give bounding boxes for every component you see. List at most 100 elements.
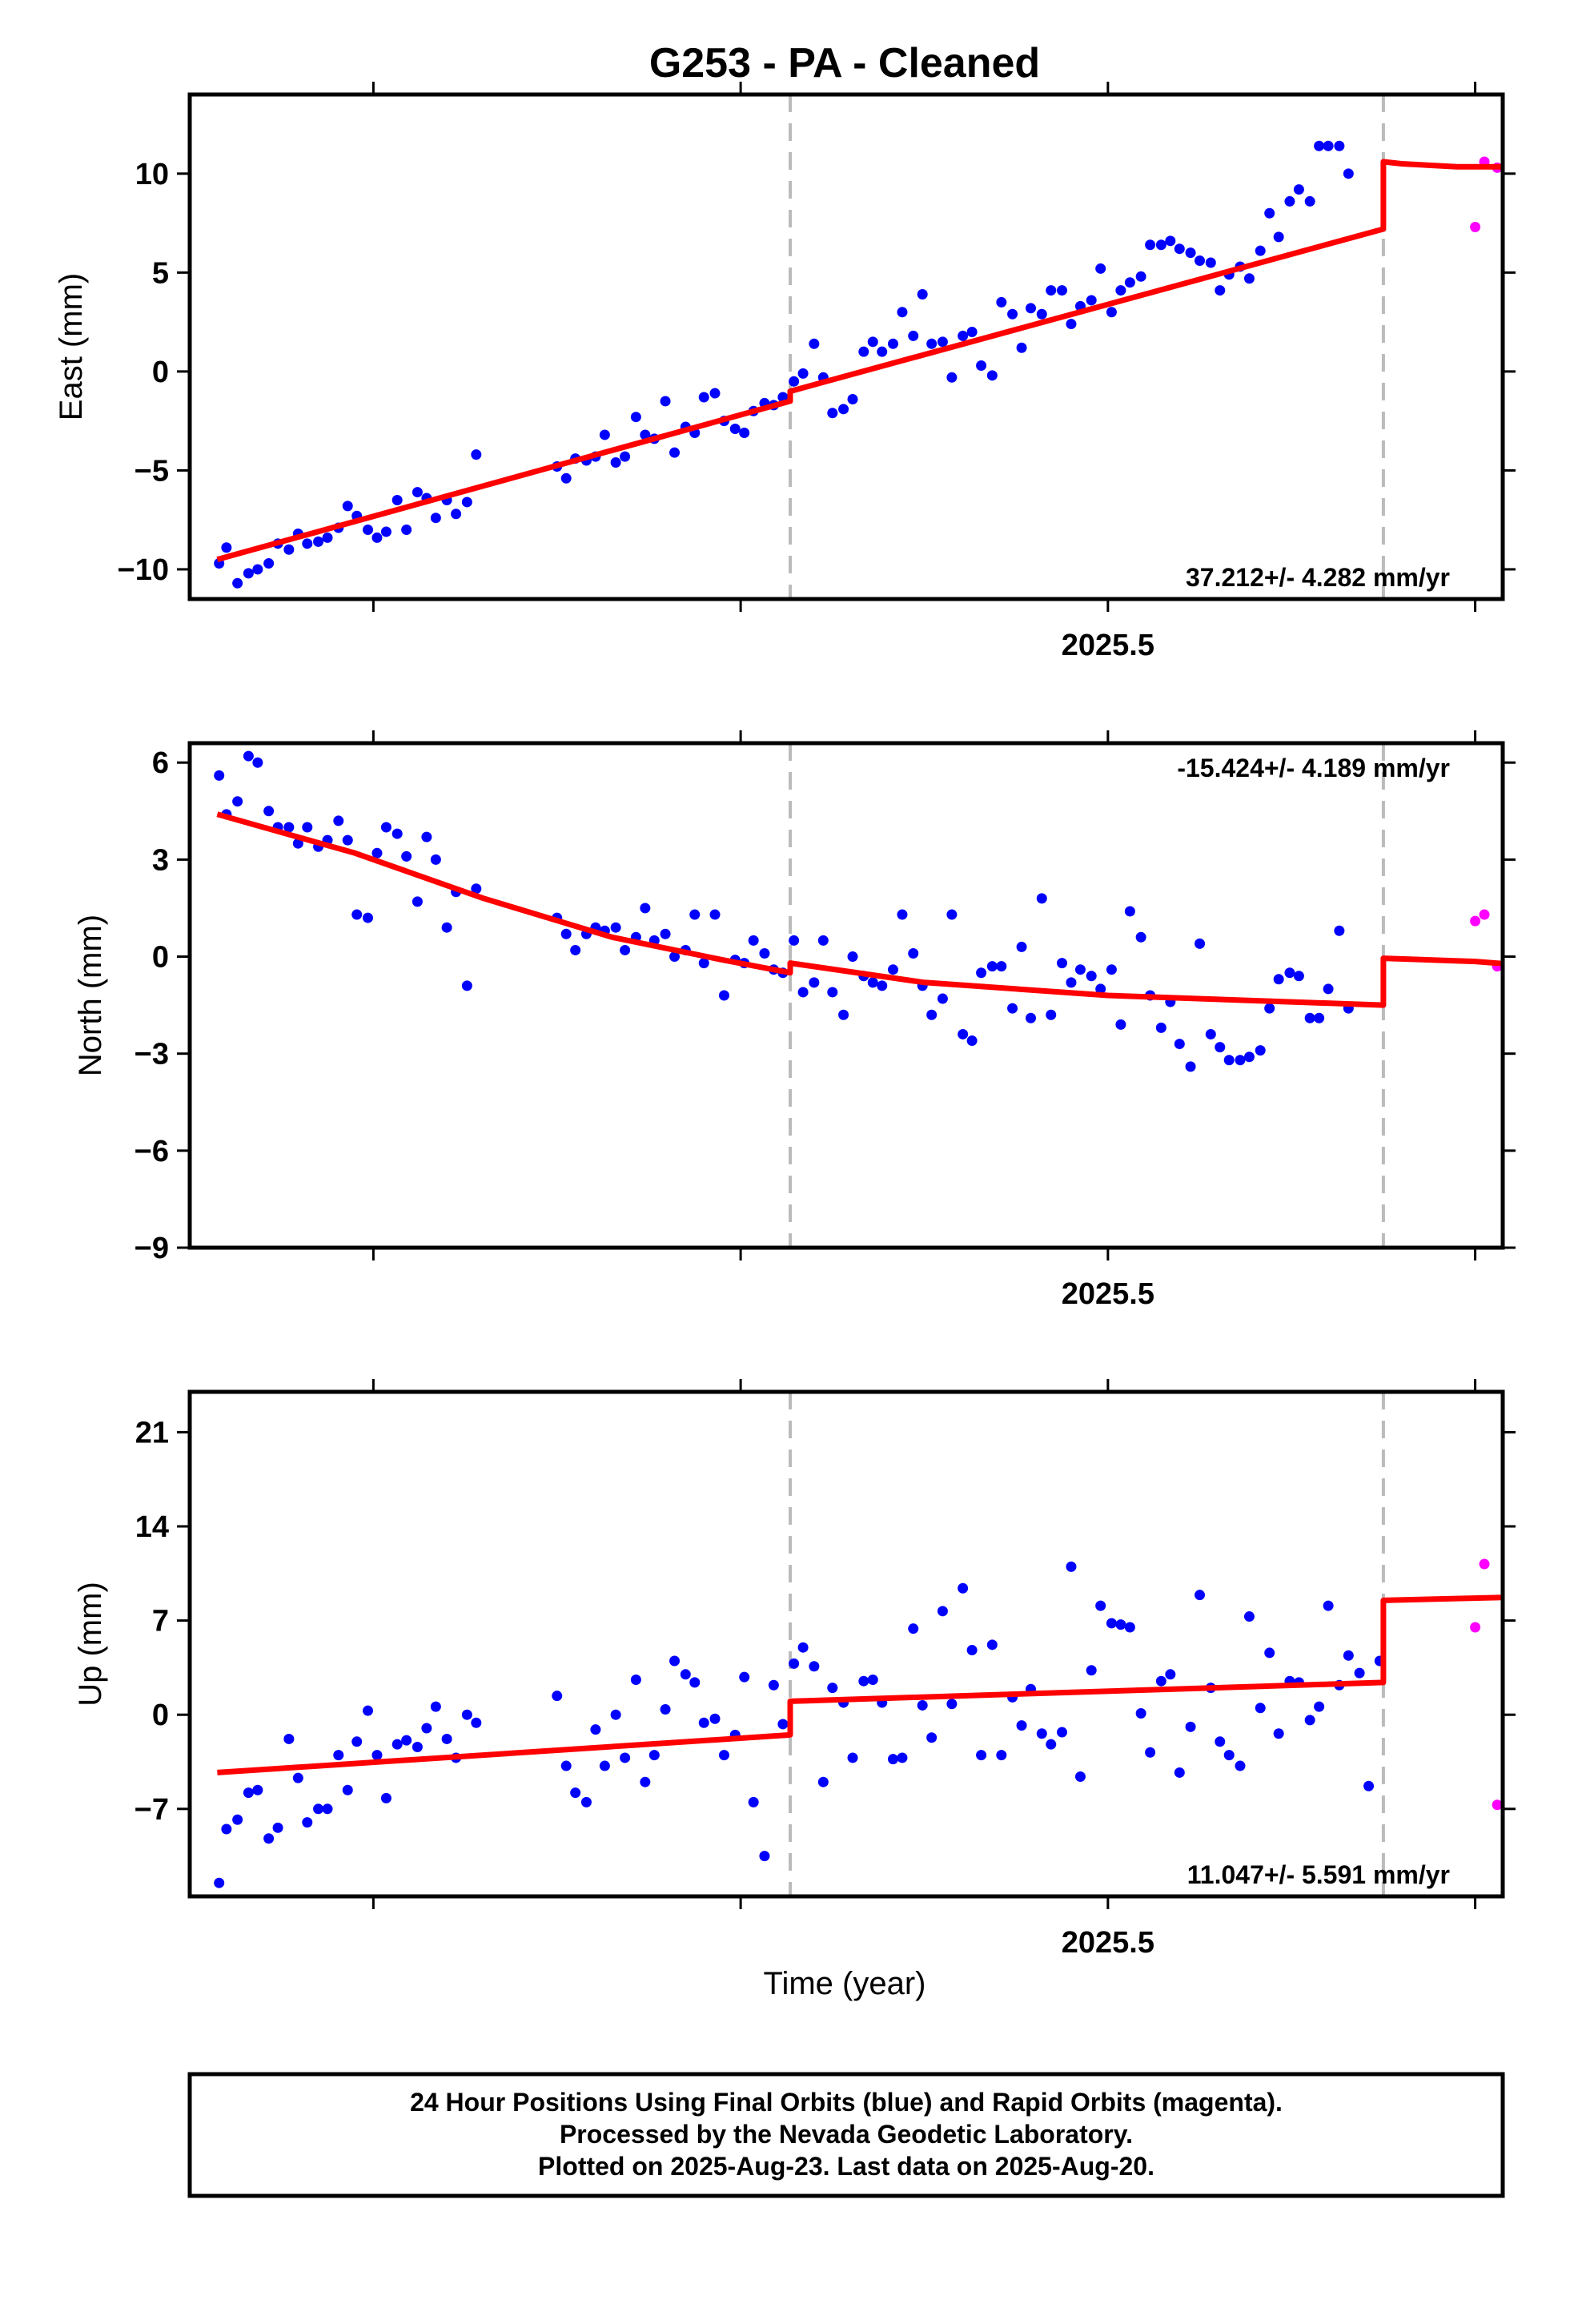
final-point-5 xyxy=(252,1784,263,1795)
final-point-105 xyxy=(1314,1701,1325,1712)
final-point-68 xyxy=(946,1699,958,1710)
final-point-45 xyxy=(718,990,729,1001)
final-point-104 xyxy=(1304,195,1315,207)
final-point-44 xyxy=(709,909,721,920)
final-point-101 xyxy=(1273,1728,1284,1739)
y-tick-label-1: −10 xyxy=(118,553,169,587)
final-point-75 xyxy=(1016,941,1027,952)
final-point-69 xyxy=(958,330,969,341)
final-point-95 xyxy=(1215,1042,1226,1053)
final-point-94 xyxy=(1205,257,1216,268)
final-point-52 xyxy=(789,935,800,946)
final-point-84 xyxy=(1106,307,1117,318)
final-point-61 xyxy=(877,346,888,357)
final-point-110 xyxy=(1363,0,1374,6)
footer-line-3: Plotted on 2025-Aug-23. Last data on 202… xyxy=(538,2152,1154,2181)
y-axis-label: East (mm) xyxy=(54,273,89,420)
final-point-34 xyxy=(610,457,621,468)
final-point-36 xyxy=(630,412,641,423)
final-point-113 xyxy=(1393,0,1403,6)
rapid-point-6 xyxy=(1544,893,1554,903)
y-tick-label-1: −9 xyxy=(135,1232,169,1265)
final-point-13 xyxy=(333,815,344,826)
final-point-66 xyxy=(926,1732,938,1743)
final-point-19 xyxy=(391,828,403,839)
final-point-47 xyxy=(739,427,750,438)
final-point-26 xyxy=(461,980,472,991)
final-point-100 xyxy=(1264,1647,1275,1659)
rate-label: 37.212+/- 4.282 mm/yr xyxy=(1186,563,1450,592)
x-tick-label-3: 2025.5 xyxy=(1062,1926,1154,1960)
final-point-111 xyxy=(1375,0,1385,6)
final-point-27 xyxy=(471,1717,482,1728)
final-point-106 xyxy=(1323,1600,1334,1611)
final-point-92 xyxy=(1185,1061,1196,1072)
final-point-66 xyxy=(926,1009,938,1020)
final-point-33 xyxy=(599,1760,610,1771)
final-point-69 xyxy=(958,1582,969,1594)
final-point-44 xyxy=(709,388,721,399)
final-point-109 xyxy=(1354,1667,1365,1679)
final-point-56 xyxy=(827,408,838,419)
final-point-79 xyxy=(1057,958,1068,969)
final-point-40 xyxy=(669,1655,681,1667)
final-point-42 xyxy=(689,909,701,920)
final-point-19 xyxy=(391,494,403,505)
final-point-38 xyxy=(648,1750,660,1761)
final-point-54 xyxy=(809,1661,820,1672)
final-point-58 xyxy=(847,1752,858,1763)
final-point-29 xyxy=(560,928,572,939)
final-point-98 xyxy=(1243,1051,1255,1063)
final-point-86 xyxy=(1124,1622,1135,1633)
final-point-108 xyxy=(1343,1650,1354,1661)
footer-line-2: Processed by the Nevada Geodetic Laborat… xyxy=(560,2120,1133,2149)
final-point-98 xyxy=(1243,1611,1255,1622)
final-point-10 xyxy=(302,822,313,833)
y-tick-label-5: 3 xyxy=(152,843,169,877)
final-point-103 xyxy=(1293,184,1304,195)
final-point-18 xyxy=(380,1792,391,1803)
y-tick-label-2: −6 xyxy=(135,1135,169,1168)
final-point-87 xyxy=(1135,1708,1146,1719)
final-point-53 xyxy=(797,987,809,998)
final-point-18 xyxy=(380,822,391,833)
final-point-86 xyxy=(1124,906,1135,917)
final-point-71 xyxy=(976,967,987,979)
final-point-94 xyxy=(1205,1028,1216,1039)
final-point-41 xyxy=(680,1669,691,1680)
final-point-25 xyxy=(451,509,462,520)
y-tick-label-4: 5 xyxy=(152,256,169,290)
y-tick-label-3: 7 xyxy=(152,1605,169,1638)
final-point-6 xyxy=(263,806,275,817)
final-point-69 xyxy=(958,1028,969,1039)
final-point-64 xyxy=(908,330,919,341)
final-point-48 xyxy=(748,1796,759,1807)
final-point-53 xyxy=(797,368,809,379)
final-point-60 xyxy=(867,1675,878,1686)
rapid-point-2 xyxy=(1479,909,1490,920)
rapid-point-1 xyxy=(1470,915,1481,927)
rapid-point-1 xyxy=(1470,222,1481,233)
final-point-63 xyxy=(897,1752,908,1763)
final-point-71 xyxy=(976,1750,987,1761)
final-point-81 xyxy=(1074,1771,1086,1782)
final-point-74 xyxy=(1007,308,1018,320)
y-tick-label-3: 0 xyxy=(152,356,169,389)
final-point-65 xyxy=(917,289,928,300)
final-point-97 xyxy=(1235,1760,1246,1771)
final-point-56 xyxy=(827,1683,838,1694)
final-point-88 xyxy=(1145,1747,1156,1758)
final-point-55 xyxy=(817,1776,829,1787)
final-point-92 xyxy=(1185,247,1196,259)
final-point-15 xyxy=(351,909,363,920)
final-point-91 xyxy=(1174,243,1185,255)
final-point-40 xyxy=(669,447,681,458)
final-point-16 xyxy=(362,912,373,923)
final-point-39 xyxy=(660,928,671,939)
final-point-89 xyxy=(1155,1022,1166,1033)
rapid-point-5 xyxy=(1521,206,1532,216)
panel-up: −7 0 7 14 21 2025.5 Up (mm) 11.047+/- 5.591 mm/… xyxy=(73,0,1516,1960)
final-point-107 xyxy=(1334,140,1345,151)
final-point-110 xyxy=(1363,1780,1375,1791)
final-point-96 xyxy=(1223,1750,1235,1761)
